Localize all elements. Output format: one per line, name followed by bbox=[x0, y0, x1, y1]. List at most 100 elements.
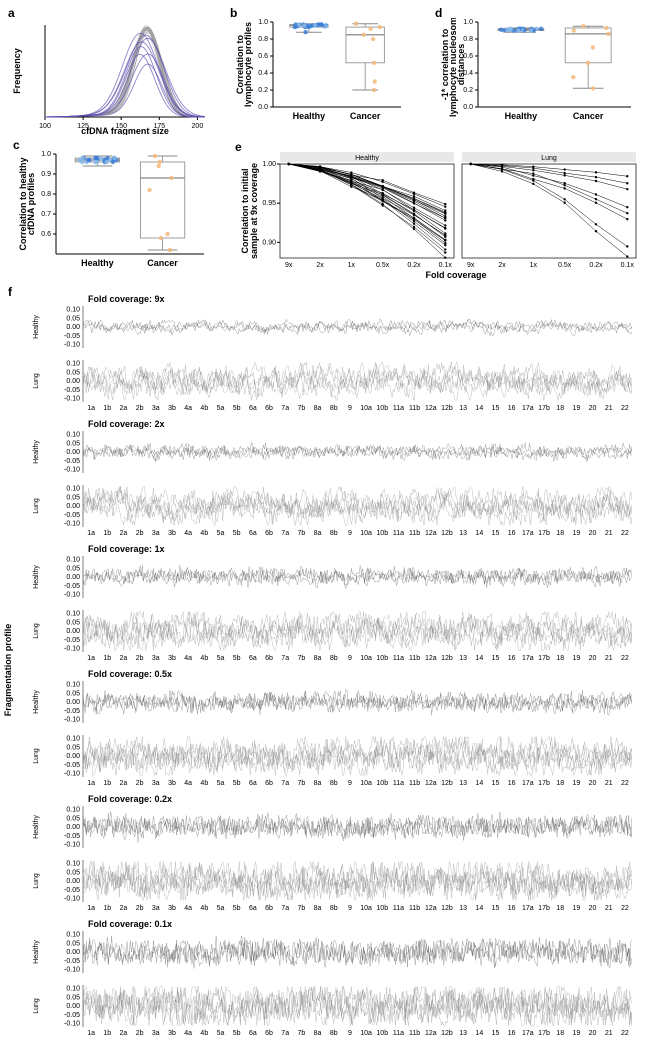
svg-text:Fragmentation profile: Fragmentation profile bbox=[3, 624, 13, 717]
svg-text:1b: 1b bbox=[103, 405, 111, 412]
svg-text:5a: 5a bbox=[217, 905, 225, 912]
svg-text:6a: 6a bbox=[249, 655, 257, 662]
svg-text:1b: 1b bbox=[103, 1030, 111, 1037]
svg-text:11a: 11a bbox=[393, 655, 404, 662]
svg-text:3a: 3a bbox=[152, 905, 160, 912]
svg-text:Fold coverage: 0.1x: Fold coverage: 0.1x bbox=[88, 919, 172, 929]
svg-text:20: 20 bbox=[589, 1030, 597, 1037]
svg-text:Healthy: Healthy bbox=[505, 111, 538, 121]
svg-text:0.10: 0.10 bbox=[66, 557, 80, 564]
svg-text:8a: 8a bbox=[314, 905, 322, 912]
svg-text:16: 16 bbox=[508, 530, 516, 537]
svg-text:-0.05: -0.05 bbox=[64, 887, 80, 894]
svg-text:7a: 7a bbox=[281, 405, 289, 412]
svg-text:14: 14 bbox=[475, 780, 483, 787]
svg-text:2x: 2x bbox=[316, 262, 324, 269]
svg-text:0.10: 0.10 bbox=[66, 682, 80, 689]
svg-text:0.0: 0.0 bbox=[258, 104, 268, 111]
svg-text:6a: 6a bbox=[249, 405, 257, 412]
svg-text:-0.10: -0.10 bbox=[64, 1021, 80, 1028]
svg-text:6b: 6b bbox=[265, 530, 273, 537]
svg-text:0.00: 0.00 bbox=[66, 824, 80, 831]
svg-text:12b: 12b bbox=[441, 405, 453, 412]
svg-text:8a: 8a bbox=[314, 780, 322, 787]
svg-text:2b: 2b bbox=[136, 1030, 144, 1037]
svg-text:0.2x: 0.2x bbox=[589, 262, 603, 269]
svg-text:19: 19 bbox=[572, 905, 580, 912]
svg-text:7b: 7b bbox=[297, 905, 305, 912]
svg-text:2b: 2b bbox=[136, 655, 144, 662]
svg-text:8b: 8b bbox=[330, 1030, 338, 1037]
svg-text:Cancer: Cancer bbox=[350, 111, 381, 121]
svg-text:6a: 6a bbox=[249, 530, 257, 537]
svg-text:22: 22 bbox=[621, 655, 629, 662]
svg-text:9: 9 bbox=[348, 655, 352, 662]
svg-text:-0.10: -0.10 bbox=[64, 467, 80, 474]
svg-text:6a: 6a bbox=[249, 1030, 257, 1037]
svg-text:8b: 8b bbox=[330, 405, 338, 412]
svg-text:Healthy: Healthy bbox=[33, 440, 40, 464]
svg-text:17a: 17a bbox=[522, 1030, 534, 1037]
svg-text:9: 9 bbox=[348, 905, 352, 912]
svg-text:4b: 4b bbox=[200, 530, 208, 537]
svg-text:8b: 8b bbox=[330, 655, 338, 662]
svg-text:-0.10: -0.10 bbox=[64, 592, 80, 599]
svg-text:Fold coverage: Fold coverage bbox=[425, 270, 486, 280]
svg-text:-0.10: -0.10 bbox=[64, 396, 80, 403]
svg-text:Healthy: Healthy bbox=[33, 565, 40, 589]
svg-text:0.9: 0.9 bbox=[41, 171, 51, 178]
svg-text:Healthy: Healthy bbox=[293, 111, 326, 121]
svg-text:0.1x: 0.1x bbox=[621, 262, 635, 269]
svg-text:Lung: Lung bbox=[33, 873, 40, 889]
svg-text:-0.05: -0.05 bbox=[64, 1012, 80, 1019]
svg-text:17b: 17b bbox=[538, 780, 550, 787]
panel-f-block-0.2x: Fold coverage: 0.2xHealthy-0.10-0.050.00… bbox=[28, 793, 638, 918]
svg-text:5b: 5b bbox=[233, 655, 241, 662]
svg-text:21: 21 bbox=[605, 780, 613, 787]
svg-text:13: 13 bbox=[459, 905, 467, 912]
svg-text:9: 9 bbox=[348, 1030, 352, 1037]
svg-text:19: 19 bbox=[572, 655, 580, 662]
svg-text:2a: 2a bbox=[120, 530, 128, 537]
svg-text:18: 18 bbox=[556, 405, 564, 412]
svg-text:12b: 12b bbox=[441, 655, 453, 662]
svg-text:-0.05: -0.05 bbox=[64, 958, 80, 965]
svg-text:0.00: 0.00 bbox=[66, 449, 80, 456]
svg-text:Lung: Lung bbox=[33, 498, 40, 514]
svg-text:17b: 17b bbox=[538, 405, 550, 412]
svg-text:2a: 2a bbox=[120, 780, 128, 787]
svg-text:16: 16 bbox=[508, 905, 516, 912]
svg-text:0.0: 0.0 bbox=[463, 104, 473, 111]
svg-text:21: 21 bbox=[605, 405, 613, 412]
svg-text:15: 15 bbox=[492, 655, 500, 662]
svg-text:7a: 7a bbox=[281, 905, 289, 912]
svg-text:11b: 11b bbox=[409, 405, 420, 412]
svg-text:0.05: 0.05 bbox=[66, 690, 80, 697]
svg-text:Healthy: Healthy bbox=[33, 940, 40, 964]
svg-text:Cancer: Cancer bbox=[147, 258, 178, 268]
svg-text:-0.05: -0.05 bbox=[64, 833, 80, 840]
svg-text:17a: 17a bbox=[522, 405, 534, 412]
svg-text:0.2: 0.2 bbox=[258, 87, 268, 94]
svg-text:11b: 11b bbox=[409, 905, 420, 912]
svg-text:0.00: 0.00 bbox=[66, 378, 80, 385]
svg-text:19: 19 bbox=[572, 780, 580, 787]
svg-text:13: 13 bbox=[459, 655, 467, 662]
svg-text:5b: 5b bbox=[233, 1030, 241, 1037]
svg-text:Fold coverage: 0.2x: Fold coverage: 0.2x bbox=[88, 794, 172, 804]
svg-text:3a: 3a bbox=[152, 1030, 160, 1037]
svg-text:11a: 11a bbox=[393, 405, 404, 412]
svg-text:4a: 4a bbox=[184, 405, 192, 412]
svg-text:17b: 17b bbox=[538, 530, 550, 537]
svg-text:10b: 10b bbox=[376, 405, 388, 412]
svg-text:0.10: 0.10 bbox=[66, 486, 80, 493]
svg-text:5a: 5a bbox=[217, 655, 225, 662]
svg-text:5b: 5b bbox=[233, 780, 241, 787]
svg-text:15: 15 bbox=[492, 1030, 500, 1037]
svg-text:1b: 1b bbox=[103, 530, 111, 537]
svg-text:4b: 4b bbox=[200, 655, 208, 662]
svg-text:4b: 4b bbox=[200, 905, 208, 912]
svg-text:2b: 2b bbox=[136, 780, 144, 787]
svg-text:22: 22 bbox=[621, 780, 629, 787]
svg-text:8a: 8a bbox=[314, 1030, 322, 1037]
